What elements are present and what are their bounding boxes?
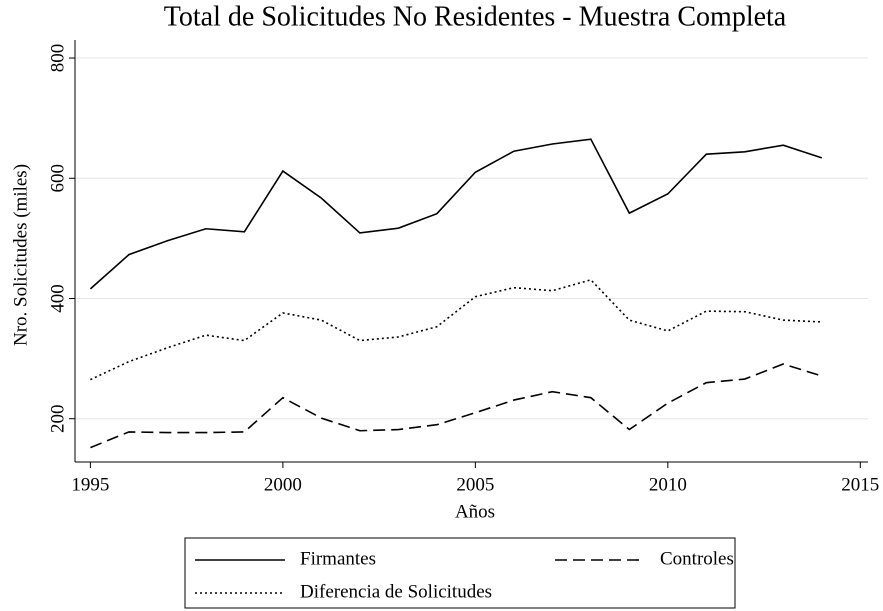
y-axis-label: Nro. Solicitudes (miles) bbox=[10, 164, 31, 346]
legend-box bbox=[184, 537, 736, 609]
x-tick-label: 2015 bbox=[841, 474, 879, 495]
x-tick-label: 1995 bbox=[71, 474, 109, 495]
x-axis-label: Años bbox=[455, 501, 495, 522]
x-tick-label: 2000 bbox=[264, 474, 302, 495]
chart-title: Total de Solicitudes No Residentes - Mue… bbox=[164, 1, 787, 32]
legend-label: Firmantes bbox=[300, 548, 376, 569]
legend-label: Controles bbox=[660, 548, 734, 569]
series-line bbox=[89, 138, 823, 290]
x-tick-label: 2005 bbox=[456, 474, 494, 495]
y-tick-label: 600 bbox=[47, 164, 68, 193]
series-line bbox=[90, 278, 822, 381]
legend-label: Diferencia de Solicitudes bbox=[300, 581, 492, 602]
y-tick-label: 400 bbox=[47, 284, 68, 313]
y-tick-label: 800 bbox=[47, 44, 68, 73]
y-tick-label: 200 bbox=[47, 404, 68, 433]
x-tick-label: 2010 bbox=[649, 474, 687, 495]
